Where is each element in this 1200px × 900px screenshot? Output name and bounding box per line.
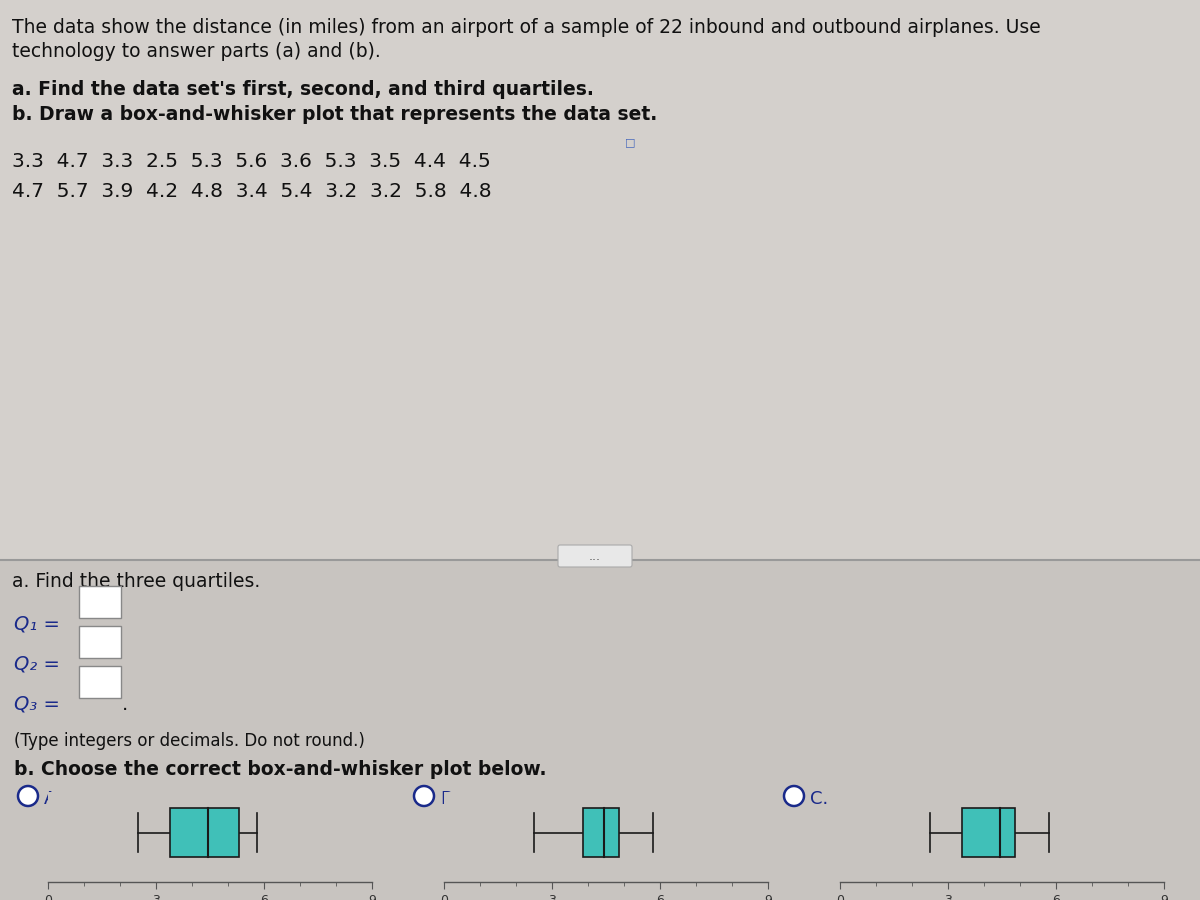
Text: a. Find the data set's first, second, and third quartiles.: a. Find the data set's first, second, an… <box>12 80 594 99</box>
Text: Q₁ =: Q₁ = <box>14 615 60 634</box>
Text: 3.3  4.7  3.3  2.5  5.3  5.6  3.6  5.3  3.5  4.4  4.5: 3.3 4.7 3.3 2.5 5.3 5.6 3.6 5.3 3.5 4.4 … <box>12 152 491 171</box>
Bar <box>583 808 619 857</box>
Text: B.: B. <box>440 790 458 808</box>
Text: b. Choose the correct box-and-whisker plot below.: b. Choose the correct box-and-whisker pl… <box>14 760 546 779</box>
Text: b. Draw a box-and-whisker plot that represents the data set.: b. Draw a box-and-whisker plot that repr… <box>12 105 658 124</box>
Text: Q₂ =: Q₂ = <box>14 655 60 674</box>
Bar <box>170 808 239 857</box>
Text: A.: A. <box>44 790 61 808</box>
Text: Q₃ =: Q₃ = <box>14 695 60 714</box>
Text: 4.7  5.7  3.9  4.2  4.8  3.4  5.4  3.2  3.2  5.8  4.8: 4.7 5.7 3.9 4.2 4.8 3.4 5.4 3.2 3.2 5.8 … <box>12 182 492 201</box>
Bar <box>0 560 1200 900</box>
Text: C.: C. <box>810 790 828 808</box>
Bar <box>0 0 1200 560</box>
Bar <box>962 808 1015 857</box>
Circle shape <box>784 786 804 806</box>
Text: The data show the distance (in miles) from an airport of a sample of 22 inbound : The data show the distance (in miles) fr… <box>12 18 1040 37</box>
Text: ...: ... <box>589 550 601 562</box>
Circle shape <box>18 786 38 806</box>
Text: .: . <box>122 695 128 714</box>
FancyBboxPatch shape <box>79 666 121 698</box>
Text: technology to answer parts (a) and (b).: technology to answer parts (a) and (b). <box>12 42 380 61</box>
FancyBboxPatch shape <box>79 626 121 658</box>
FancyBboxPatch shape <box>79 586 121 618</box>
Text: (Type integers or decimals. Do not round.): (Type integers or decimals. Do not round… <box>14 732 365 750</box>
Circle shape <box>414 786 434 806</box>
FancyBboxPatch shape <box>558 545 632 567</box>
Text: a. Find the three quartiles.: a. Find the three quartiles. <box>12 572 260 591</box>
Text: □: □ <box>625 137 635 147</box>
